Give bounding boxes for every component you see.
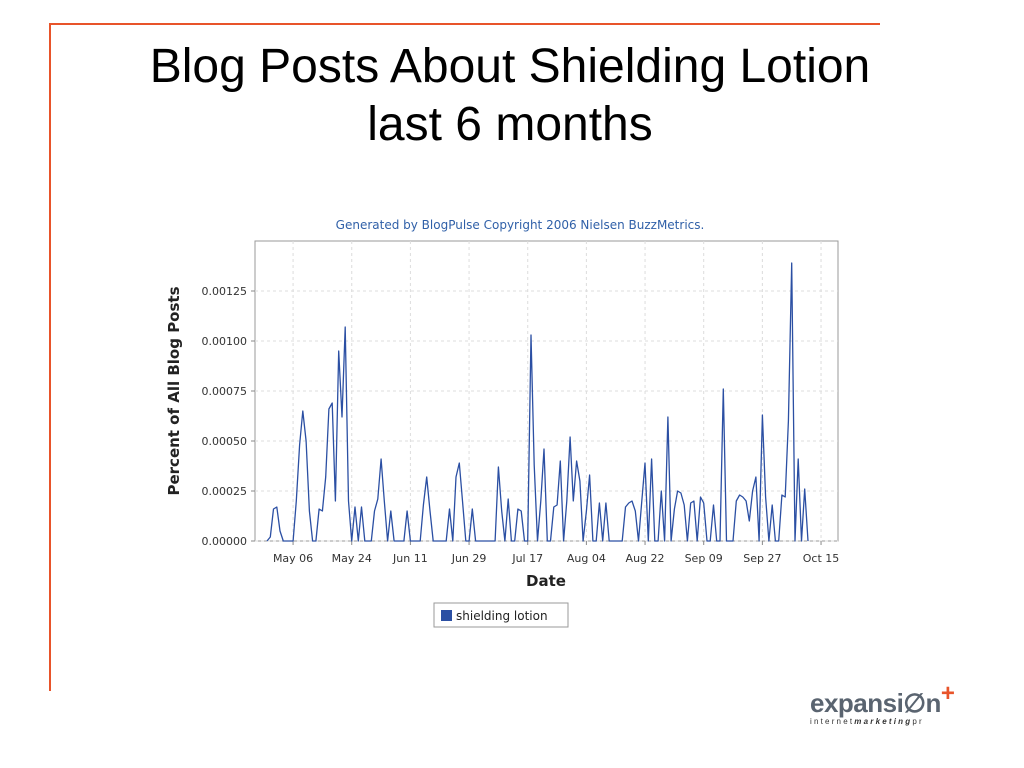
legend-label: shielding lotion [456,609,548,623]
y-axis-label: Percent of All Blog Posts [165,286,183,495]
x-tick-label: Aug 04 [567,552,606,565]
x-tick-label: Aug 22 [626,552,665,565]
blog-posts-line-chart: Generated by BlogPulse Copyright 2006 Ni… [165,218,839,628]
legend: shielding lotion [433,602,569,628]
x-tick-label: Jun 11 [392,552,428,565]
expansion-logo: expansi∅n+ internetmarketingpr [810,680,970,738]
y-tick-label: 0.00025 [202,485,248,498]
chart-title: Generated by BlogPulse Copyright 2006 Ni… [336,218,705,232]
x-tick-label: May 24 [332,552,372,565]
slide-top-rule [50,23,880,25]
x-tick-label: Jun 29 [451,552,487,565]
series-layer [266,262,809,542]
slide-title-line-2: last 6 months [367,98,653,151]
logo-tagline: internetmarketingpr [810,717,924,726]
x-tick-label: Sep 27 [743,552,781,565]
logo-wordmark: expansi∅n+ [810,680,955,718]
slide-title-line-1: Blog Posts About Shielding Lotion [149,40,871,93]
y-tick-label: 0.00000 [202,535,248,548]
y-tick-label: 0.00100 [202,335,248,348]
series-line-shielding-lotion [266,262,809,542]
slide-title: Blog Posts About Shielding Lotion last 6… [60,38,960,154]
x-axis-label: Date [526,572,566,590]
x-axis-ticks: May 06 May 24 Jun 11 Jun 29 Jul 17 Aug 04 Aug … [273,541,839,565]
legend-swatch [441,610,452,621]
legend-box [433,602,569,628]
y-tick-label: 0.00050 [202,435,248,448]
slide-left-rule [49,23,51,691]
x-tick-label: Sep 09 [685,552,723,565]
y-tick-label: 0.00075 [202,385,248,398]
y-tick-label: 0.00125 [202,285,248,298]
x-tick-label: Jul 17 [511,552,543,565]
x-tick-label: Oct 15 [803,552,840,565]
x-tick-label: May 06 [273,552,313,565]
y-axis-ticks: 0.00000 0.00025 0.00050 0.00075 0.00100 0.001… [202,285,255,548]
